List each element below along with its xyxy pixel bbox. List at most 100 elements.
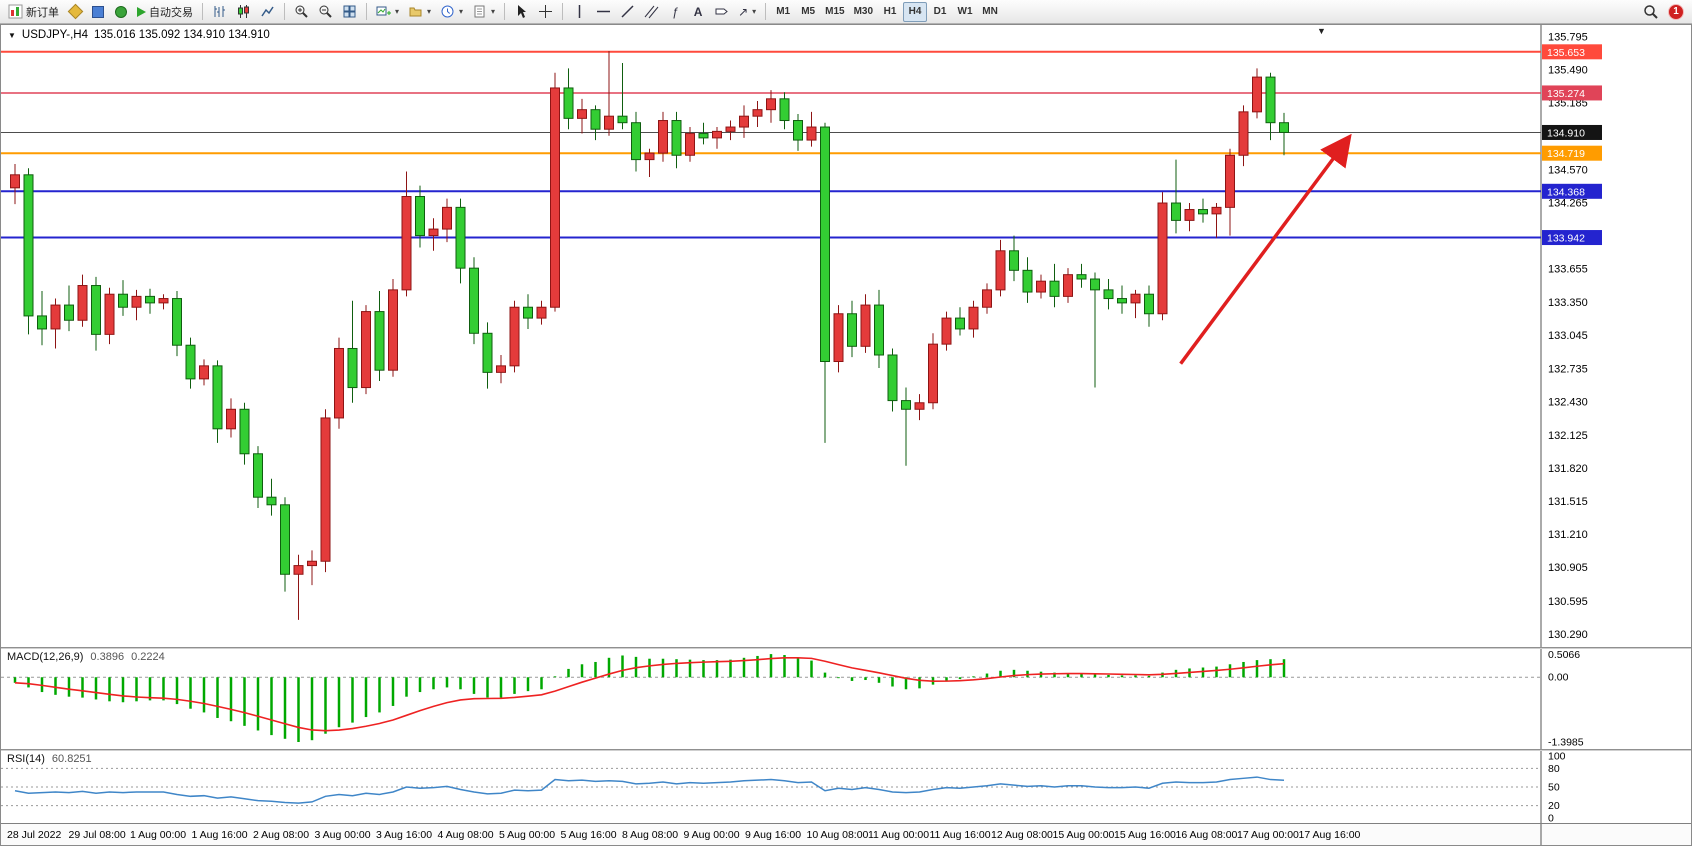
- market-watch-icon: [67, 3, 83, 20]
- zoom-out-button[interactable]: [314, 2, 337, 22]
- svg-text:2 Aug 08:00: 2 Aug 08:00: [253, 829, 309, 841]
- zoom-out-icon: [319, 5, 332, 18]
- timeframe-button-h4[interactable]: H4: [903, 1, 928, 22]
- toolbar-separator: [202, 3, 203, 20]
- svg-text:131.820: 131.820: [1548, 463, 1588, 475]
- svg-text:-1.3985: -1.3985: [1548, 736, 1584, 748]
- channel-icon: [644, 5, 659, 19]
- price-chart-svg[interactable]: 135.795 135.490 135.185 134.570 134.265 133.9…: [1, 25, 1691, 647]
- fibonacci-button[interactable]: ƒ: [664, 2, 686, 22]
- dropdown-arrow-icon: ▾: [459, 7, 464, 16]
- chart-window: 135.795 135.490 135.185 134.570 134.265 133.9…: [0, 24, 1692, 846]
- vertical-line-button[interactable]: [568, 2, 591, 22]
- new-order-button[interactable]: 新订单: [4, 2, 63, 22]
- svg-text:132.125: 132.125: [1548, 430, 1588, 442]
- navigator-icon: [115, 5, 127, 18]
- tile-windows-button[interactable]: [338, 2, 361, 22]
- toolbar-separator: [765, 3, 767, 20]
- trendline-button[interactable]: [616, 2, 639, 22]
- cursor-icon: [518, 5, 527, 18]
- svg-text:29 Jul 08:00: 29 Jul 08:00: [69, 829, 126, 841]
- dropdown-arrow-icon: ▾: [427, 7, 432, 16]
- svg-text:17 Aug 00:00: 17 Aug 00:00: [1237, 829, 1299, 841]
- candlestick-chart-button[interactable]: [232, 2, 255, 22]
- new-chart-button[interactable]: ▾: [372, 2, 403, 22]
- panel-splitter[interactable]: [1, 647, 1691, 649]
- dropdown-arrow-icon: ▾: [395, 7, 400, 16]
- line-chart-button[interactable]: [256, 2, 279, 22]
- arrows-button[interactable]: ↗ ▾: [734, 2, 760, 22]
- svg-text:0: 0: [1548, 813, 1554, 823]
- svg-text:4 Aug 08:00: 4 Aug 08:00: [438, 829, 494, 841]
- timeframe-button-w1[interactable]: W1: [957, 6, 973, 17]
- price-panel[interactable]: 135.795 135.490 135.185 134.570 134.265 133.9…: [1, 25, 1691, 647]
- svg-text:3 Aug 16:00: 3 Aug 16:00: [376, 829, 432, 841]
- svg-text:15 Aug 16:00: 15 Aug 16:00: [1114, 829, 1176, 841]
- data-window-icon: [92, 5, 104, 18]
- rsi-panel[interactable]: 100 80 50 20 0 RSI(14) 60.8251: [1, 751, 1691, 823]
- channel-button[interactable]: [640, 2, 663, 22]
- timeframe-button-m1[interactable]: M1: [776, 6, 791, 17]
- navigator-button[interactable]: [110, 2, 132, 22]
- svg-text:3 Aug 00:00: 3 Aug 00:00: [315, 829, 371, 841]
- svg-text:130.905: 130.905: [1548, 562, 1588, 574]
- svg-text:9 Aug 00:00: 9 Aug 00:00: [684, 829, 740, 841]
- horizontal-line-button[interactable]: [592, 2, 615, 22]
- auto-trading-button[interactable]: 自动交易: [133, 2, 197, 22]
- horizontal-line-icon: [597, 10, 611, 13]
- svg-text:131.515: 131.515: [1548, 496, 1588, 508]
- profiles-button[interactable]: ▾: [404, 2, 435, 22]
- candlestick-chart-icon: [238, 5, 249, 18]
- dropdown-arrow-icon: ▾: [491, 7, 496, 16]
- time-axis-svg: 28 Jul 2022 29 Jul 08:00 1 Aug 00:00 1 Aug …: [7, 824, 1542, 845]
- svg-text:133.942: 133.942: [1547, 233, 1585, 245]
- timeframe-button-d1[interactable]: D1: [933, 6, 947, 17]
- timeframe-button-m15[interactable]: M15: [825, 6, 845, 17]
- main-toolbar: 新订单 自动交易 ▾: [0, 0, 1692, 24]
- template-icon: [474, 5, 485, 18]
- svg-text:1 Aug 00:00: 1 Aug 00:00: [130, 829, 186, 841]
- svg-text:131.210: 131.210: [1548, 529, 1588, 541]
- label-icon: [715, 8, 728, 15]
- macd-svg[interactable]: 0.5066 0.00 -1.3985: [1, 649, 1691, 749]
- panel-splitter[interactable]: [1, 749, 1691, 751]
- timeframe-button-m5[interactable]: M5: [801, 6, 816, 17]
- svg-text:16 Aug 08:00: 16 Aug 08:00: [1176, 829, 1238, 841]
- search-button[interactable]: [1639, 2, 1663, 22]
- notifications-button[interactable]: 1: [1664, 2, 1688, 22]
- svg-text:12 Aug 08:00: 12 Aug 08:00: [991, 829, 1053, 841]
- fibonacci-icon: ƒ: [671, 4, 679, 19]
- svg-text:11 Aug 00:00: 11 Aug 00:00: [868, 829, 929, 841]
- label-button[interactable]: [710, 2, 733, 22]
- text-button[interactable]: A: [687, 2, 709, 22]
- timeframe-button-h1[interactable]: H1: [883, 6, 897, 17]
- svg-text:17 Aug 16:00: 17 Aug 16:00: [1299, 829, 1361, 841]
- time-axis[interactable]: 28 Jul 2022 29 Jul 08:00 1 Aug 00:00 1 Aug …: [1, 823, 1691, 845]
- bar-chart-button[interactable]: [208, 2, 231, 22]
- timeframe-button-mn[interactable]: MN: [982, 6, 998, 17]
- period-button[interactable]: ▾: [436, 2, 467, 22]
- svg-text:130.595: 130.595: [1548, 596, 1588, 608]
- macd-panel[interactable]: 0.5066 0.00 -1.3985 MACD(12,26,9) 0.3896 0…: [1, 649, 1691, 749]
- market-watch-button[interactable]: [64, 2, 86, 22]
- svg-text:132.735: 132.735: [1548, 364, 1588, 376]
- templates-button[interactable]: ▾: [468, 2, 499, 22]
- svg-text:15 Aug 00:00: 15 Aug 00:00: [1053, 829, 1115, 841]
- svg-text:135.795: 135.795: [1548, 31, 1588, 43]
- crosshair-button[interactable]: [534, 2, 557, 22]
- svg-text:100: 100: [1548, 751, 1566, 762]
- zoom-in-button[interactable]: [290, 2, 313, 22]
- new-order-label: 新订单: [26, 6, 59, 19]
- svg-text:5 Aug 00:00: 5 Aug 00:00: [499, 829, 555, 841]
- search-icon: [1644, 4, 1658, 19]
- chart-shift-marker[interactable]: ▼: [1317, 26, 1326, 36]
- arrow-shape-icon: ↗: [738, 4, 749, 19]
- svg-text:135.185: 135.185: [1548, 98, 1588, 110]
- cursor-button[interactable]: [510, 2, 533, 22]
- data-window-button[interactable]: [87, 2, 109, 22]
- line-chart-icon: [261, 6, 274, 17]
- chart-menu-icon[interactable]: ▼: [8, 30, 16, 40]
- timeframe-button-m30[interactable]: M30: [853, 6, 874, 17]
- svg-text:134.570: 134.570: [1548, 164, 1588, 176]
